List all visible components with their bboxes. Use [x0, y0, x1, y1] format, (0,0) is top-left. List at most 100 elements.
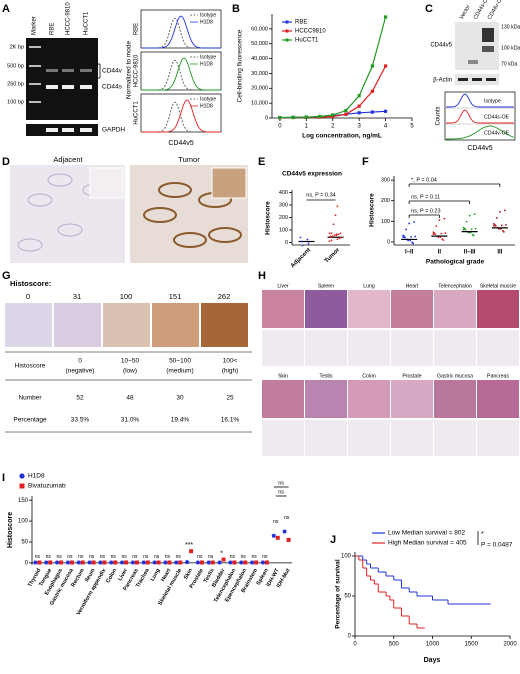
- dot: [332, 223, 335, 226]
- point: [55, 560, 60, 565]
- point: [80, 560, 85, 565]
- lane-label: Vector: [459, 4, 472, 21]
- point: [271, 533, 276, 538]
- label: CD44v5 expression: [282, 171, 342, 178]
- label: 16.1%: [221, 417, 240, 424]
- label: CD44v5: [430, 43, 452, 49]
- flow-plot: [140, 9, 222, 49]
- point: [152, 560, 157, 565]
- panel-label: B: [232, 3, 240, 15]
- y-tick-label: 100: [18, 519, 29, 525]
- y-tick-label: 30,000: [251, 71, 268, 77]
- point: [383, 109, 388, 113]
- y-tick-label: 60,000: [251, 26, 268, 32]
- dot: [494, 225, 497, 227]
- point: [260, 560, 265, 565]
- significance: ns: [230, 554, 236, 560]
- panel-label: F: [362, 156, 369, 168]
- point: [178, 560, 183, 565]
- band: [80, 128, 92, 132]
- x-tick-label: 2: [331, 124, 335, 130]
- label: 100 kDa: [501, 45, 520, 51]
- micrograph: [305, 380, 347, 418]
- significance: ns: [197, 554, 203, 560]
- label: Pancreas: [487, 373, 509, 379]
- point: [189, 549, 194, 554]
- dot: [462, 228, 465, 231]
- label: GAPDH: [102, 127, 125, 134]
- y-tick-label: 0: [25, 560, 29, 566]
- band: [80, 85, 92, 89]
- dot: [498, 211, 501, 213]
- dot: [432, 233, 435, 236]
- micrograph: [391, 290, 433, 328]
- tissue-detail: [57, 223, 83, 237]
- significance: ***: [185, 542, 193, 549]
- dot: [438, 219, 441, 222]
- micrograph: [5, 303, 52, 347]
- micrograph: [348, 380, 390, 418]
- point: [370, 89, 374, 93]
- tissue-detail: [27, 193, 53, 207]
- point: [195, 560, 200, 565]
- label: 100: [120, 292, 133, 301]
- significance: ns: [284, 515, 290, 521]
- micrograph: [262, 380, 304, 418]
- significance: ns: [46, 554, 52, 560]
- label: HuCCT1: [134, 101, 140, 125]
- lane-label: CD44v-OE: [487, 0, 506, 21]
- label: 31: [73, 292, 81, 301]
- label: (negative): [66, 368, 95, 375]
- dot: [443, 217, 446, 220]
- dot: [472, 234, 475, 237]
- point: [102, 560, 107, 565]
- x-tick-label: 4: [384, 124, 388, 130]
- significance: ns: [56, 554, 62, 560]
- legend-marker: [285, 20, 289, 24]
- point: [286, 537, 291, 542]
- flow-plot: [140, 93, 222, 133]
- label: 19.4%: [171, 417, 190, 424]
- point: [317, 114, 322, 119]
- dot: [337, 233, 340, 236]
- point: [185, 560, 190, 565]
- y-tick-label: 0: [265, 115, 268, 121]
- tissue-detail: [208, 227, 242, 243]
- label: 151: [169, 292, 182, 301]
- micrograph: [348, 420, 390, 456]
- point: [370, 110, 374, 114]
- x-tick-label: Tumor: [324, 247, 342, 265]
- label: Gastric mucosa: [437, 373, 473, 379]
- label: 0: [78, 358, 82, 365]
- point: [199, 560, 204, 565]
- micrograph: [348, 290, 390, 328]
- x-tick-label: 5: [410, 124, 414, 130]
- dot: [440, 232, 443, 235]
- dot: [504, 224, 507, 226]
- point: [282, 529, 287, 534]
- y-tick-label: 50: [344, 594, 351, 600]
- legend-marker: [285, 29, 289, 33]
- micrograph: [477, 420, 519, 456]
- lane-label: HCCC-9810: [66, 2, 72, 35]
- point: [344, 112, 348, 116]
- band: [46, 85, 58, 89]
- inset: [211, 167, 247, 199]
- point: [383, 15, 388, 19]
- dot: [405, 228, 408, 231]
- micrograph: [477, 380, 519, 418]
- panel-label: G: [2, 270, 11, 282]
- x-tick-label: 0: [353, 642, 357, 648]
- micrograph: [348, 330, 390, 366]
- y-tick-label: 200: [381, 198, 390, 204]
- significance: *: [220, 550, 223, 557]
- label: ns: [278, 489, 284, 495]
- x-tick-label: 3: [357, 124, 361, 130]
- tissue-detail: [47, 173, 73, 187]
- dot: [410, 236, 413, 238]
- label: *, P = 0.04: [411, 177, 437, 183]
- y-tick-label: 50,000: [251, 41, 268, 47]
- label: Lung: [363, 283, 375, 289]
- point: [91, 560, 96, 565]
